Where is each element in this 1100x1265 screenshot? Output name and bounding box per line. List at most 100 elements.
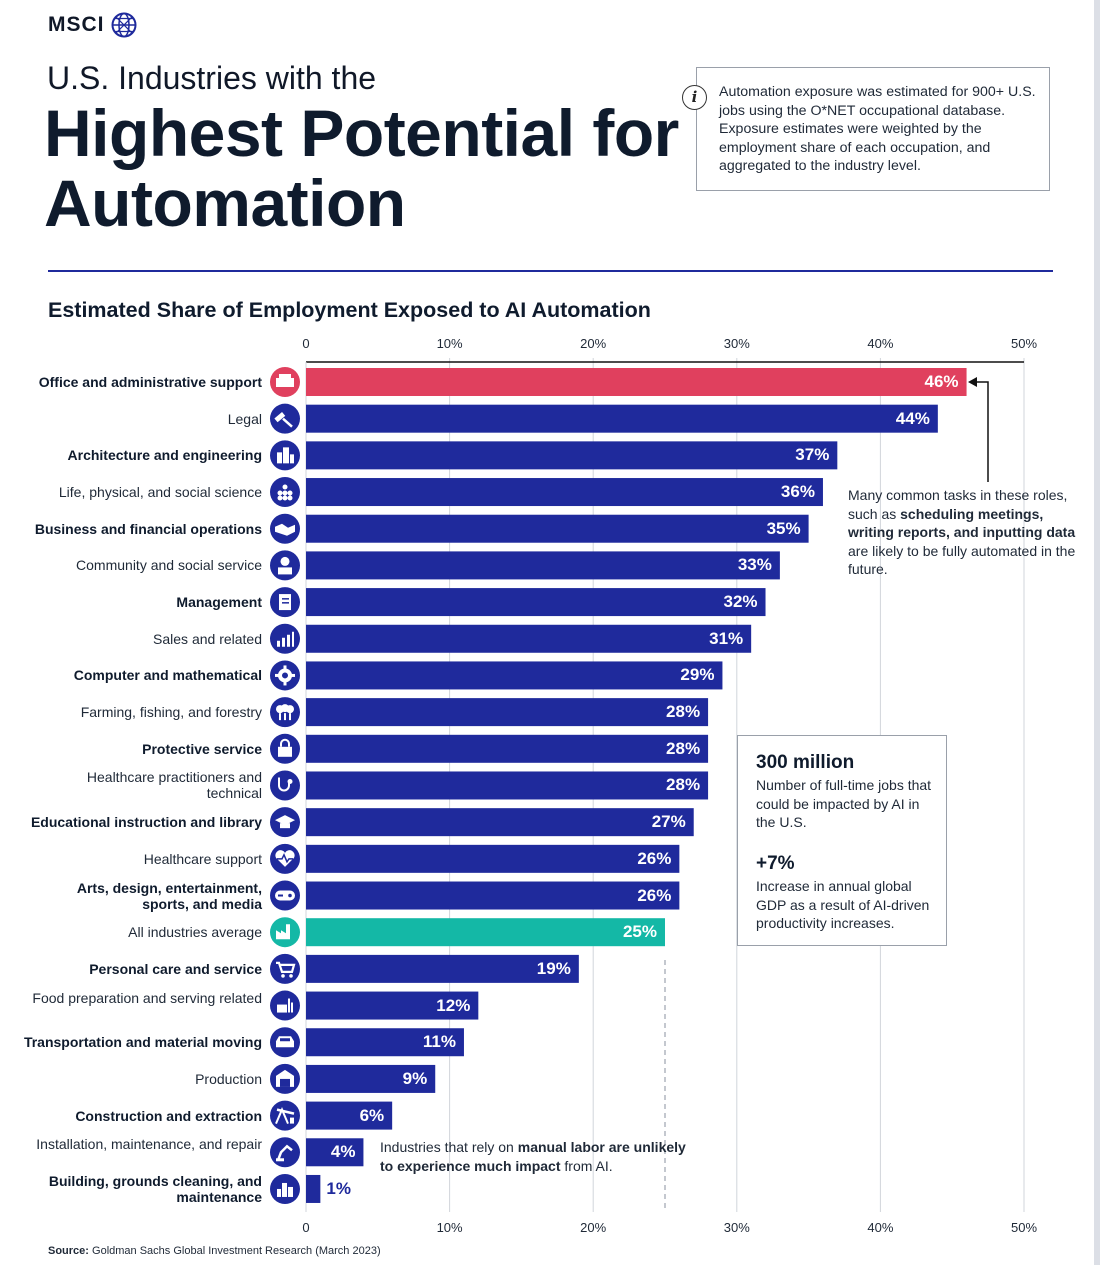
category-label: Arts, design, entertainment, sports, and… xyxy=(76,879,262,912)
bar xyxy=(306,514,809,543)
bar xyxy=(306,918,665,947)
bar-value-label: 36% xyxy=(780,482,815,502)
category-label: Life, physical, and social science xyxy=(58,484,262,501)
robot-arm-icon xyxy=(270,1137,300,1168)
bar-value-label: 33% xyxy=(737,555,772,575)
globe-icon xyxy=(111,12,136,38)
msci-logo: MSCI xyxy=(48,12,137,38)
bar-value-label: 26% xyxy=(637,848,672,868)
annotation-top: Many common tasks in these roles, such a… xyxy=(848,486,1084,579)
category-label: Healthcare practitioners and technical xyxy=(86,769,262,802)
annotation-arrow xyxy=(968,377,989,482)
annotation-bottom-part1: Industries that rely on xyxy=(380,1139,518,1155)
x-tick-label-top: 50% xyxy=(1010,336,1038,351)
bar xyxy=(306,808,694,837)
category-label: Construction and extraction xyxy=(75,1107,262,1124)
category-label: Computer and mathematical xyxy=(73,667,262,684)
bar-layer xyxy=(270,367,989,1204)
cart-icon xyxy=(270,953,300,984)
bar xyxy=(306,881,680,910)
category-label: Production xyxy=(195,1070,262,1087)
person-icon xyxy=(270,550,300,581)
bar-value-label: 11% xyxy=(422,1032,456,1052)
x-tick-label-bottom: 50% xyxy=(1010,1220,1038,1235)
bar xyxy=(306,954,579,983)
warehouse-icon xyxy=(270,1063,300,1094)
x-tick-label-top: 10% xyxy=(436,336,463,351)
bar xyxy=(306,734,709,763)
info-box xyxy=(696,67,1050,191)
bar-value-label: 31% xyxy=(709,628,744,648)
tree-icon xyxy=(270,697,300,728)
bar xyxy=(306,1138,364,1167)
x-tick-label-top: 40% xyxy=(867,336,894,351)
category-label: Personal care and service xyxy=(89,960,262,977)
source-text: Goldman Sachs Global Investment Research… xyxy=(92,1245,381,1257)
bar xyxy=(306,551,780,580)
category-label: Community and social service xyxy=(76,557,262,574)
x-tick-label-bottom: 20% xyxy=(580,1220,607,1235)
divider-rule xyxy=(48,270,1053,272)
x-tick-label-bottom: 0 xyxy=(302,1220,310,1235)
bar-value-label: 4% xyxy=(330,1142,356,1162)
bar-value-label: 1% xyxy=(326,1178,351,1198)
source-label: Source: xyxy=(48,1245,89,1257)
annotation-top-bold: scheduling meetings, writing reports, an… xyxy=(848,505,1076,541)
bar xyxy=(306,991,479,1020)
category-label: Farming, fishing, and forestry xyxy=(80,704,262,721)
bar xyxy=(306,368,967,396)
bar xyxy=(306,1174,321,1203)
car-icon xyxy=(270,1027,300,1058)
stat-gdp-desc: Increase in annual global GDP as a resul… xyxy=(756,878,930,931)
bar-value-label: 29% xyxy=(680,665,715,685)
category-label: Educational instruction and library xyxy=(30,814,262,831)
bar-value-label: 6% xyxy=(359,1105,385,1125)
bar-value-label: 19% xyxy=(536,958,571,978)
bar-value-label: 12% xyxy=(436,995,471,1015)
gavel-icon xyxy=(270,403,300,434)
bar xyxy=(306,1101,393,1130)
graduation-cap-icon xyxy=(270,807,300,838)
category-label: Office and administrative support xyxy=(38,374,262,390)
x-tick-label-top: 0 xyxy=(302,336,310,351)
bar xyxy=(306,404,938,433)
bar-value-label: 32% xyxy=(723,592,758,612)
category-label: Legal xyxy=(227,410,262,427)
bar xyxy=(306,478,823,507)
bar xyxy=(306,661,723,690)
oil-pump-icon xyxy=(270,1100,300,1131)
bar-chart-icon xyxy=(270,623,300,654)
category-label: Installation, maintenance, and repair xyxy=(36,1136,262,1153)
bar-value-label: 26% xyxy=(637,885,672,905)
food-icon xyxy=(270,990,300,1021)
factory-icon xyxy=(270,917,300,948)
stat-gdp-value: +7% xyxy=(756,853,795,874)
category-label: All industries average xyxy=(128,924,262,941)
bar-value-label: 44% xyxy=(895,408,930,428)
bar-value-label: 25% xyxy=(622,922,657,942)
info-text: Automation exposure was estimated for 90… xyxy=(719,84,1036,174)
bar-value-label: 28% xyxy=(666,738,701,758)
heartbeat-icon xyxy=(270,843,300,874)
bar xyxy=(306,771,709,800)
category-label: Sales and related xyxy=(153,630,262,647)
category-label: Protective service xyxy=(142,740,262,757)
stat-jobs-desc: Number of full-time jobs that could be i… xyxy=(756,777,932,830)
bar xyxy=(306,1028,464,1057)
category-label: Food preparation and serving related xyxy=(32,989,262,1006)
bar-value-label: 37% xyxy=(795,445,830,465)
bar-value-label: 28% xyxy=(666,702,701,722)
category-label: Healthcare support xyxy=(143,850,262,867)
bar xyxy=(306,698,709,727)
source-note: Source: Goldman Sachs Global Investment … xyxy=(48,1245,381,1257)
category-label: Transportation and material moving xyxy=(23,1034,262,1051)
chart-title: Estimated Share of Employment Exposed to… xyxy=(48,298,651,322)
x-tick-label-bottom: 10% xyxy=(436,1220,463,1235)
title-line1: U.S. Industries with the xyxy=(47,60,377,96)
cleaning-icon xyxy=(270,1173,300,1204)
bar xyxy=(306,624,752,653)
x-tick-label-bottom: 40% xyxy=(867,1220,894,1235)
category-label: Building, grounds cleaning, and maintena… xyxy=(48,1172,262,1205)
category-label: Architecture and engineering xyxy=(67,447,262,464)
